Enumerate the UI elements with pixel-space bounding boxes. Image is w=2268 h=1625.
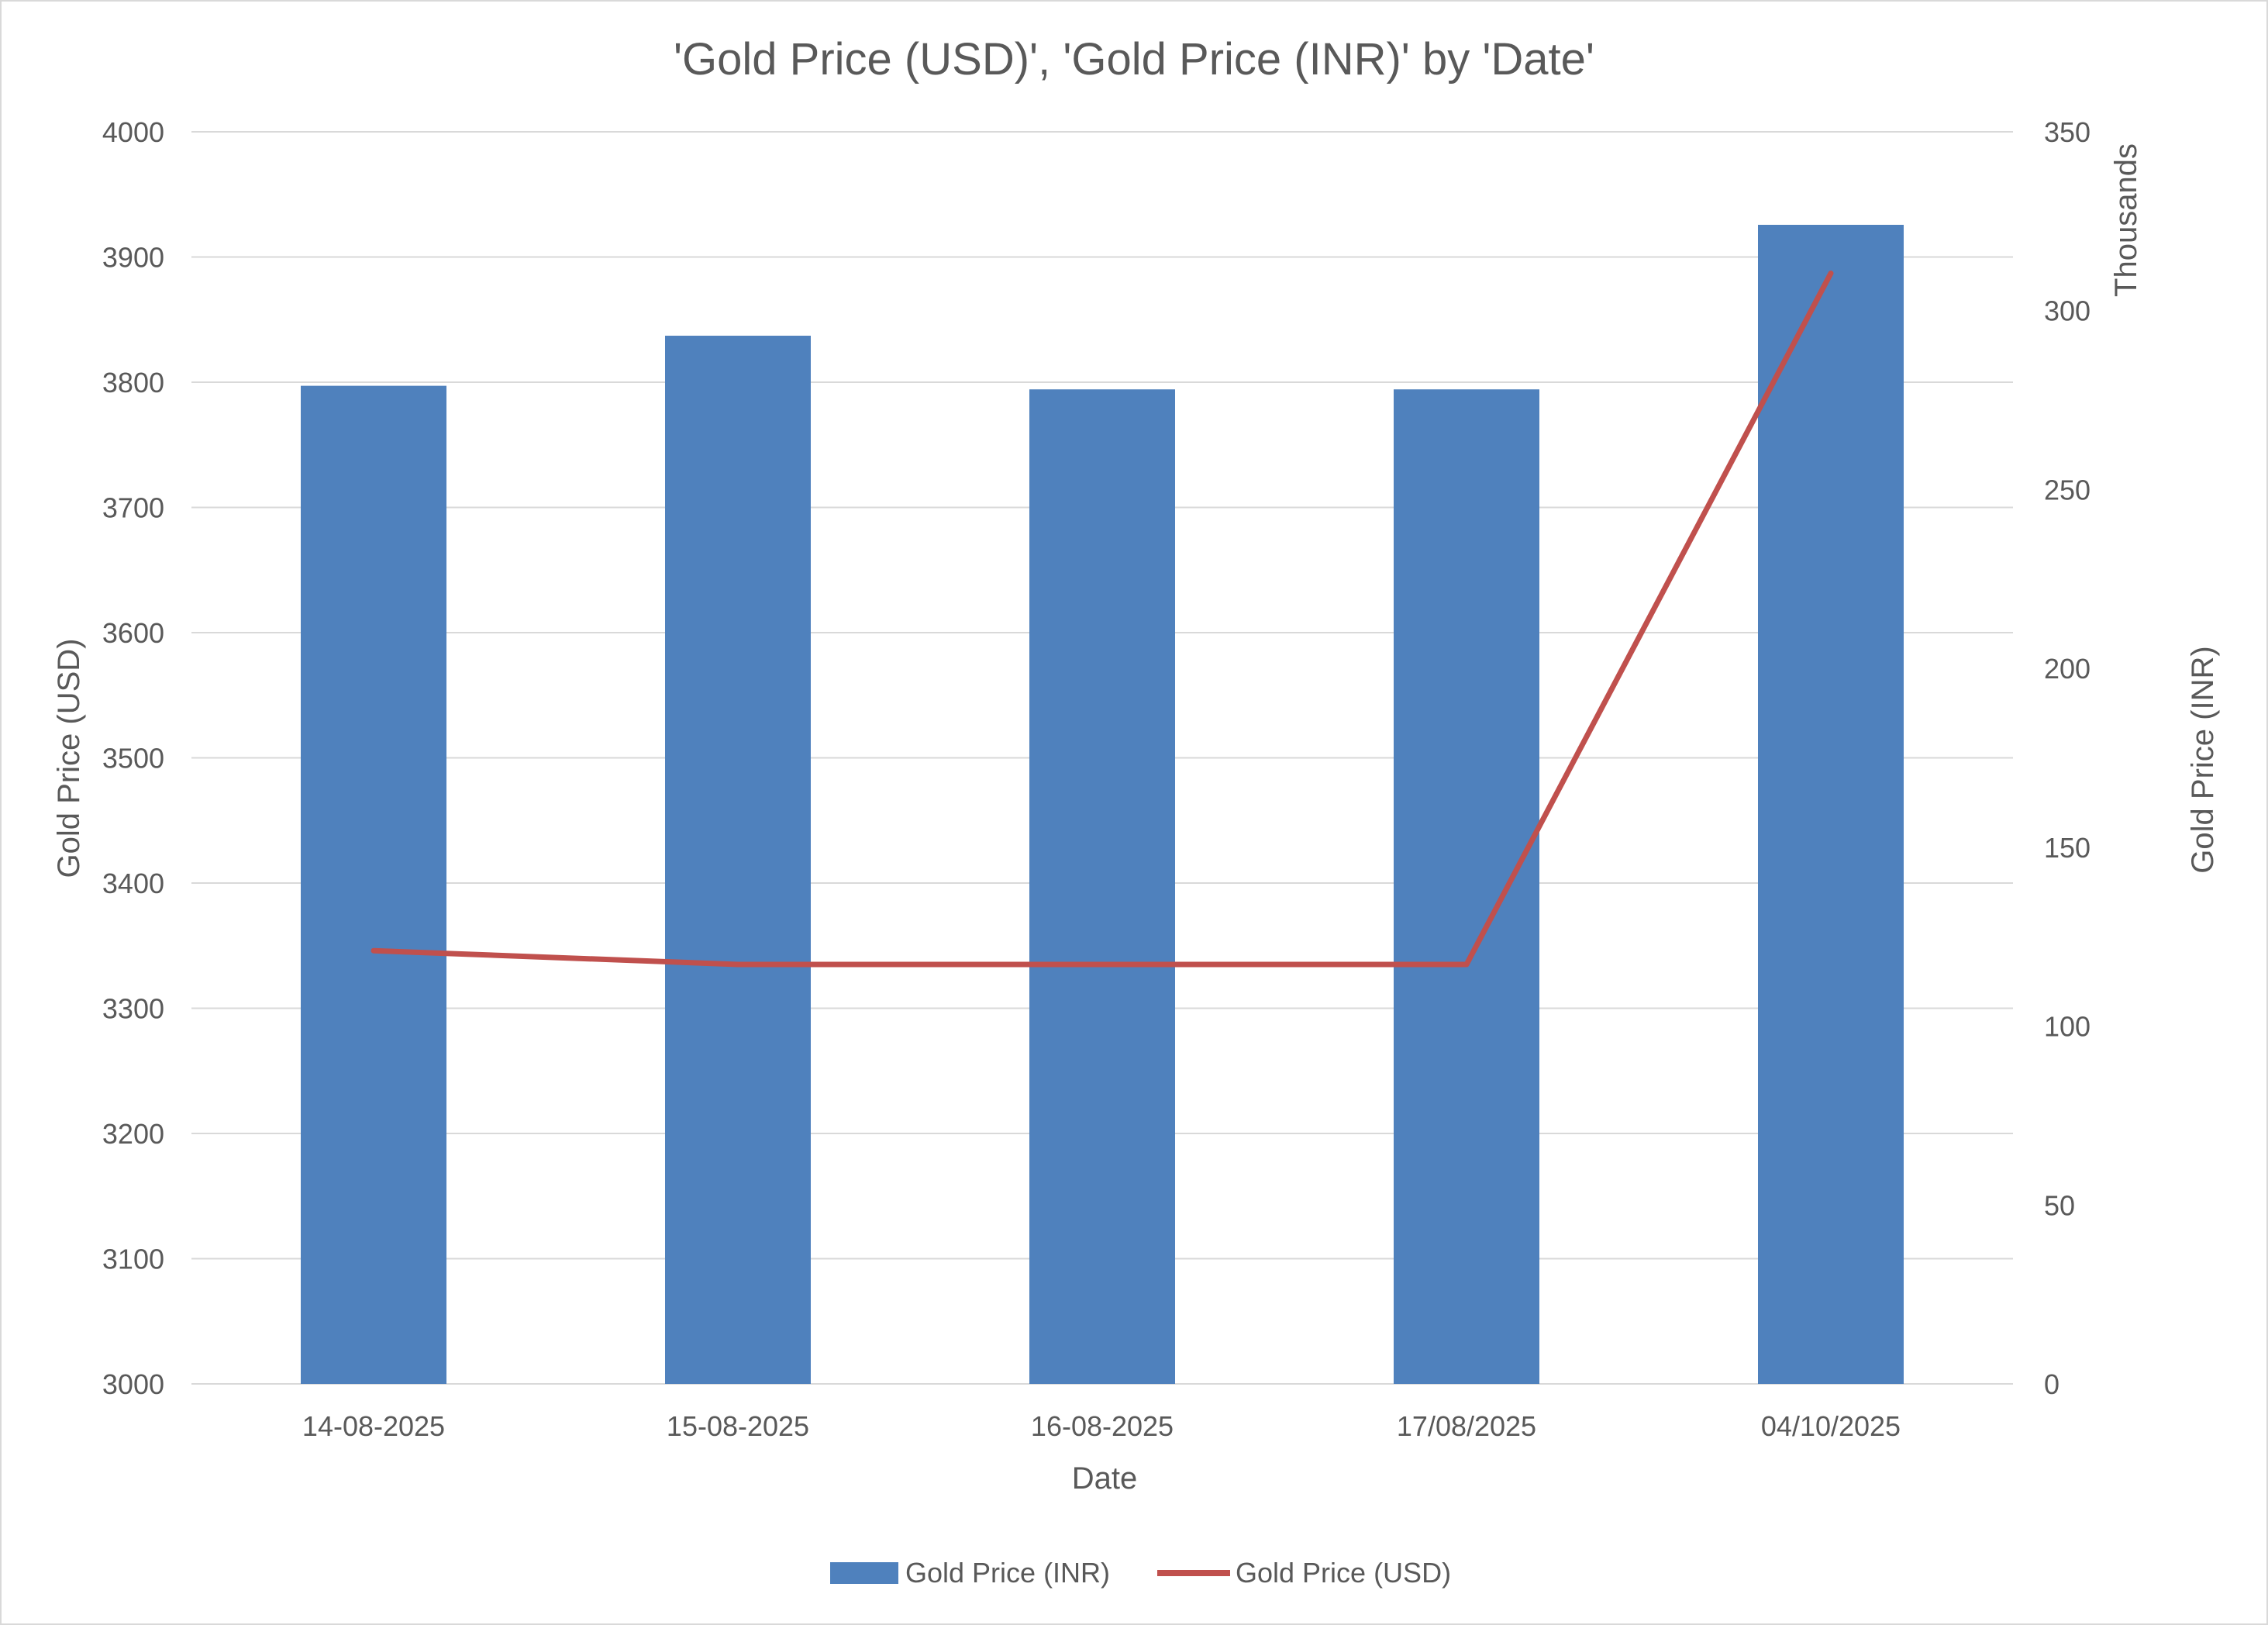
right-axis-tick-label: 150 [2044,832,2090,864]
right-axis-tick-label: 50 [2044,1189,2075,1221]
x-axis-ticks: 14-08-2025 15-08-2025 16-08-2025 17/08/2025… [302,1410,1901,1442]
x-axis-tick-label: 14-08-2025 [302,1410,445,1442]
bar-gold-price-inr [1029,389,1175,1385]
chart-title: 'Gold Price (USD)', 'Gold Price (INR)' b… [674,34,1594,85]
bar-gold-price-inr [1758,224,1904,1384]
x-axis-tick-label: 16-08-2025 [1031,1410,1174,1442]
left-axis-tick-label: 3800 [102,367,164,398]
left-axis-tick-label: 3700 [102,492,164,524]
bar-gold-price-inr [665,336,811,1384]
right-axis-tick-label: 300 [2044,295,2090,327]
left-axis-title: Gold Price (USD) [52,639,86,878]
x-axis-tick-label: 04/10/2025 [1761,1410,1901,1442]
left-axis-tick-label: 3400 [102,868,164,899]
bar-series [301,224,1904,1385]
right-axis-tick-label: 250 [2044,474,2090,505]
left-axis-tick-label: 3200 [102,1118,164,1150]
right-axis-title: Gold Price (INR) [2186,646,2220,873]
right-axis-tick-label: 100 [2044,1011,2090,1043]
right-axis-tick-label: 350 [2044,116,2090,148]
left-axis-tick-label: 3000 [102,1368,164,1400]
line-series [371,270,1834,968]
right-axis-tick-label: 0 [2044,1368,2059,1400]
legend: Gold Price (INR) Gold Price (USD) [830,1557,1451,1589]
gridlines [191,131,2013,1385]
left-axis-tick-label: 3500 [102,743,164,775]
bar-gold-price-inr [1394,389,1539,1385]
left-axis-ticks: 3000 3100 3200 3300 3400 3500 3600 3700 3800 3900… [102,116,164,1400]
legend-swatch-gold-price-inr [830,1562,898,1584]
legend-label-gold-price-usd: Gold Price (USD) [1236,1557,1451,1589]
x-axis-tick-label: 15-08-2025 [667,1410,809,1442]
right-axis-units-label: Thousands [2109,143,2143,297]
right-axis-tick-label: 200 [2044,653,2090,685]
legend-label-gold-price-inr: Gold Price (INR) [905,1557,1110,1589]
left-axis-tick-label: 3600 [102,617,164,649]
left-axis-tick-label: 3300 [102,993,164,1025]
bar-gold-price-inr [301,385,446,1385]
x-axis-title: Date [1072,1461,1138,1496]
right-axis-ticks: 0 50 100 150 200 250 300 350 [2044,116,2090,1400]
left-axis-tick-label: 4000 [102,116,164,148]
left-axis-tick-label: 3900 [102,242,164,274]
x-axis-tick-label: 17/08/2025 [1397,1410,1536,1442]
left-axis-tick-label: 3100 [102,1244,164,1275]
